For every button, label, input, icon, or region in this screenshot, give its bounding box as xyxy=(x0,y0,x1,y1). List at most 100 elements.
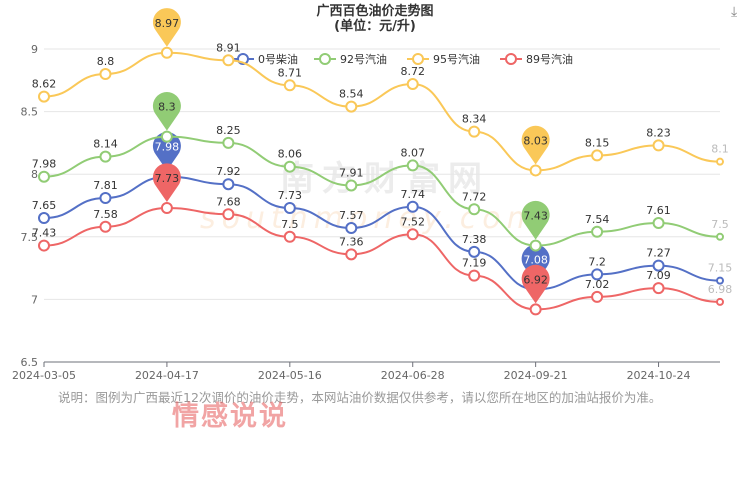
data-label: 7.52 xyxy=(400,215,425,228)
data-point xyxy=(468,269,481,282)
legend-label: 0号柴油 xyxy=(258,52,298,66)
data-label: 7.91 xyxy=(339,166,364,179)
data-label: 8.8 xyxy=(97,55,115,68)
chart-note: 说明：图例为广西最近12次调价的油价走势，本网站油价数据仅供参考，请以您所在地区… xyxy=(58,390,662,405)
data-label: 8.25 xyxy=(216,124,241,137)
data-label: 8.06 xyxy=(278,148,303,161)
site-watermark: 南方财富网 xyxy=(280,159,490,199)
marker-pin-label: 8.03 xyxy=(523,134,548,147)
download-icon[interactable]: ⤓ xyxy=(731,4,738,20)
marker-pin-label: 7.98 xyxy=(155,141,180,154)
data-point xyxy=(38,90,50,103)
legend-marker-icon xyxy=(505,53,517,65)
data-point xyxy=(345,179,358,192)
data-label: 8.72 xyxy=(400,65,425,78)
x-tick-label: 2024-06-28 xyxy=(381,369,445,382)
data-point xyxy=(283,202,296,215)
site-url-watermark: southmoney.com xyxy=(200,201,542,236)
data-point xyxy=(652,259,665,272)
data-point xyxy=(222,136,235,149)
data-label: 8.62 xyxy=(32,78,57,91)
legend-label: 92号汽油 xyxy=(340,52,387,66)
data-label: 7.2 xyxy=(588,255,606,268)
y-tick-label: 6.5 xyxy=(21,356,39,369)
overlay-watermark: 情感说说 xyxy=(172,401,288,432)
data-label: 7.72 xyxy=(462,190,487,203)
data-label: 7.15 xyxy=(708,262,733,275)
marker-pin-label: 8.3 xyxy=(158,101,176,114)
y-tick-label: 8 xyxy=(31,168,38,181)
data-point xyxy=(652,282,665,295)
data-point xyxy=(160,46,173,59)
data-point xyxy=(160,202,173,215)
marker-pin-icon xyxy=(152,132,181,171)
data-label: 7.5 xyxy=(711,218,729,231)
legend-item-1[interactable]: 92号汽油 xyxy=(314,52,387,66)
data-label: 7.57 xyxy=(339,209,364,222)
data-point xyxy=(716,276,724,285)
data-label: 7.27 xyxy=(646,247,671,260)
data-label: 7.36 xyxy=(339,235,364,248)
chart-title: 广西百色油价走势图 (单位：元/升) xyxy=(0,4,750,34)
data-label: 8.71 xyxy=(278,66,303,79)
data-point xyxy=(652,139,665,152)
data-point xyxy=(716,297,724,306)
legend-item-2[interactable]: 95号汽油 xyxy=(407,52,480,66)
y-tick-label: 7.5 xyxy=(21,231,39,244)
data-label: 8.91 xyxy=(216,41,241,54)
data-point xyxy=(99,150,112,163)
x-tick-label: 2024-10-24 xyxy=(627,369,691,382)
marker-pin-label: 7.73 xyxy=(155,172,180,185)
data-point xyxy=(283,79,296,92)
data-point xyxy=(591,225,604,238)
data-point xyxy=(591,268,604,281)
data-point xyxy=(591,149,604,162)
data-point xyxy=(529,303,542,316)
data-point xyxy=(716,157,724,166)
marker-pin-icon xyxy=(521,244,550,284)
data-point xyxy=(716,232,724,241)
data-label: 7.68 xyxy=(216,195,241,208)
data-label: 7.5 xyxy=(281,218,299,231)
marker-pin-icon xyxy=(152,91,181,131)
marker-pin-icon xyxy=(152,163,181,203)
data-point xyxy=(468,203,481,216)
data-label: 8.14 xyxy=(93,138,118,151)
data-label: 7.61 xyxy=(646,204,671,217)
data-label: 7.74 xyxy=(400,188,425,201)
data-point xyxy=(38,239,50,252)
data-label: 6.98 xyxy=(708,283,733,296)
data-point xyxy=(591,290,604,303)
data-label: 8.23 xyxy=(646,126,671,139)
data-point xyxy=(529,164,542,177)
data-point xyxy=(99,191,112,204)
data-point xyxy=(99,220,112,233)
legend-marker-icon xyxy=(412,53,424,65)
data-label: 7.58 xyxy=(93,208,118,221)
marker-pin-icon xyxy=(521,125,550,165)
data-label: 7.09 xyxy=(646,269,671,282)
data-label: 8.34 xyxy=(462,113,487,126)
data-label: 8.1 xyxy=(711,143,729,156)
title-line-2: (单位：元/升) xyxy=(334,19,416,34)
data-point xyxy=(38,170,50,183)
data-label: 7.73 xyxy=(278,189,303,202)
data-label: 7.92 xyxy=(216,165,241,178)
data-label: 7.38 xyxy=(462,233,487,246)
data-label: 8.15 xyxy=(585,136,610,149)
title-line-1: 广西百色油价走势图 xyxy=(316,4,434,19)
data-label: 7.02 xyxy=(585,278,610,291)
data-label: 7.65 xyxy=(32,199,57,212)
data-point xyxy=(406,200,419,213)
x-tick-label: 2024-05-16 xyxy=(258,369,322,382)
legend-item-0[interactable]: 0号柴油 xyxy=(232,52,298,66)
data-point xyxy=(283,160,296,173)
data-label: 7.19 xyxy=(462,257,487,270)
legend-item-3[interactable]: 89号汽油 xyxy=(500,52,573,66)
data-label: 8.07 xyxy=(400,146,425,159)
data-point xyxy=(406,159,419,172)
data-label: 8.54 xyxy=(339,88,364,101)
data-point xyxy=(283,230,296,243)
